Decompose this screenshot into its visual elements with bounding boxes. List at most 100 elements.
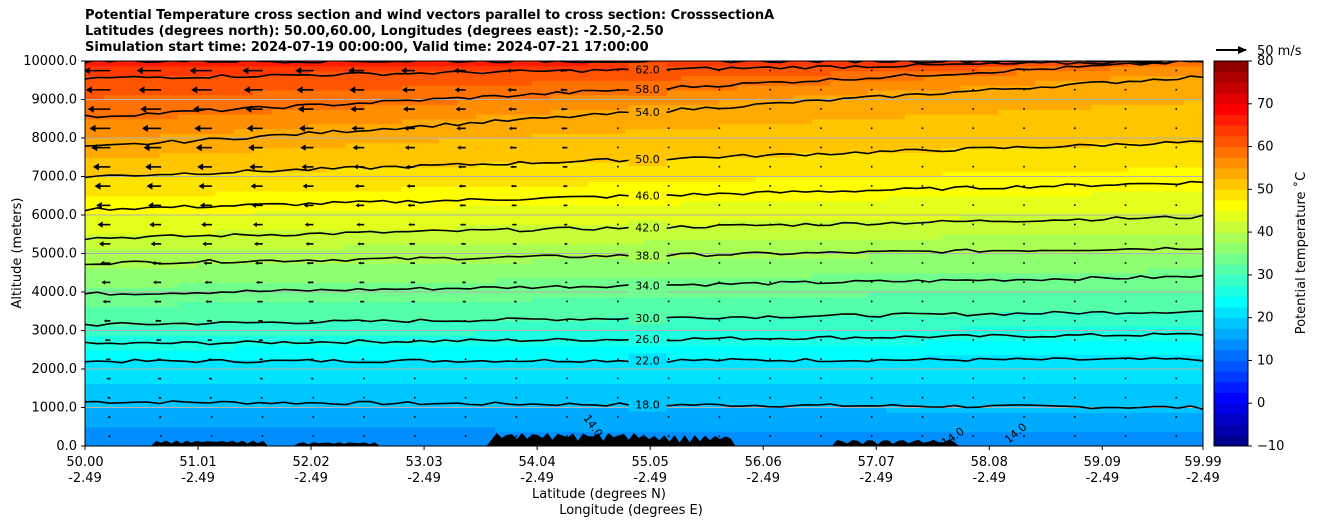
- field-cell: [1035, 282, 1055, 288]
- field-cell: [196, 412, 217, 418]
- field-cell: [252, 412, 272, 418]
- field-cell: [960, 239, 980, 245]
- field-cell: [886, 205, 906, 211]
- field-cell: [1072, 301, 1092, 308]
- field-cell: [513, 239, 533, 245]
- field-cell: [532, 359, 552, 365]
- field-cell: [737, 277, 757, 283]
- field-cell: [942, 421, 962, 428]
- field-cell: [755, 344, 776, 351]
- field-cell: [345, 426, 366, 433]
- field-cell: [420, 330, 440, 336]
- field-cell: [364, 253, 384, 259]
- field-cell: [159, 373, 179, 380]
- field-cell: [998, 70, 1018, 77]
- field-cell: [513, 224, 533, 231]
- field-cell: [383, 330, 403, 336]
- field-cell: [513, 147, 533, 154]
- field-cell: [439, 234, 459, 240]
- field-cell: [737, 147, 757, 154]
- field-cell: [364, 412, 384, 418]
- field-cell: [942, 200, 962, 206]
- field-cell: [122, 239, 142, 245]
- field-cell: [979, 123, 999, 129]
- contour-label: 54.0: [635, 106, 660, 119]
- field-cell: [234, 224, 254, 231]
- field-cell: [718, 311, 738, 317]
- field-cell: [383, 205, 403, 211]
- field-cell: [1016, 186, 1036, 192]
- field-cell: [178, 147, 198, 154]
- field-cell: [774, 306, 794, 312]
- field-cell: [625, 344, 645, 351]
- field-cell: [252, 426, 272, 433]
- field-cell: [1091, 104, 1111, 110]
- field-cell: [1147, 301, 1167, 308]
- field-cell: [401, 166, 421, 173]
- field-cell: [420, 138, 440, 144]
- field-cell: [383, 75, 403, 81]
- field-cell: [606, 364, 626, 370]
- field-cell: [1072, 292, 1092, 298]
- field-cell: [215, 417, 235, 423]
- field-cell: [960, 234, 980, 240]
- field-cell: [1035, 335, 1055, 341]
- field-cell: [588, 133, 608, 139]
- field-cell: [457, 335, 477, 341]
- field-cell: [867, 388, 887, 394]
- field-cell: [271, 80, 291, 86]
- field-cell: [625, 325, 645, 332]
- field-cell: [942, 253, 962, 259]
- field-cell: [532, 397, 552, 404]
- field-cell: [364, 292, 384, 298]
- field-cell: [979, 325, 999, 332]
- contour-label-bg: [628, 81, 667, 96]
- field-cell: [178, 190, 198, 197]
- field-cell: [830, 263, 850, 269]
- field-cell: [848, 157, 869, 163]
- field-cell: [1035, 109, 1055, 115]
- field-cell: [289, 344, 310, 351]
- field-cell: [588, 412, 608, 418]
- field-cell: [1147, 123, 1167, 129]
- field-cell: [923, 407, 943, 413]
- field-cell: [532, 369, 552, 375]
- field-cell: [1035, 215, 1055, 221]
- field-cell: [401, 258, 421, 264]
- field-cell: [1053, 239, 1074, 245]
- field-cell: [867, 200, 887, 206]
- field-cell: [644, 263, 664, 269]
- field-cell: [178, 61, 198, 67]
- field-cell: [625, 378, 645, 385]
- field-cell: [532, 162, 552, 168]
- field-cell: [308, 277, 328, 283]
- field-cell: [215, 277, 235, 283]
- field-cell: [1091, 354, 1111, 360]
- field-cell: [737, 263, 757, 269]
- field-cell: [848, 142, 869, 149]
- field-cell: [476, 219, 496, 226]
- field-cell: [532, 94, 552, 101]
- field-cell: [942, 80, 962, 86]
- field-cell: [960, 421, 980, 428]
- field-cell: [439, 200, 459, 206]
- field-cell: [923, 272, 943, 279]
- field-cell: [252, 210, 272, 216]
- field-cell: [811, 292, 831, 298]
- field-cell: [252, 263, 272, 269]
- field-cell: [755, 138, 776, 144]
- field-cell: [1109, 267, 1130, 274]
- field-cell: [1184, 253, 1203, 259]
- field-cell: [476, 287, 496, 293]
- field-cell: [774, 224, 794, 231]
- field-cell: [718, 147, 738, 154]
- field-cell: [755, 109, 776, 115]
- field-cell: [755, 224, 776, 231]
- field-cell: [886, 99, 906, 105]
- field-cell: [159, 258, 179, 264]
- field-cell: [476, 320, 496, 327]
- field-cell: [886, 171, 906, 178]
- field-cell: [271, 70, 291, 77]
- field-cell: [774, 152, 794, 158]
- field-cell: [494, 364, 515, 370]
